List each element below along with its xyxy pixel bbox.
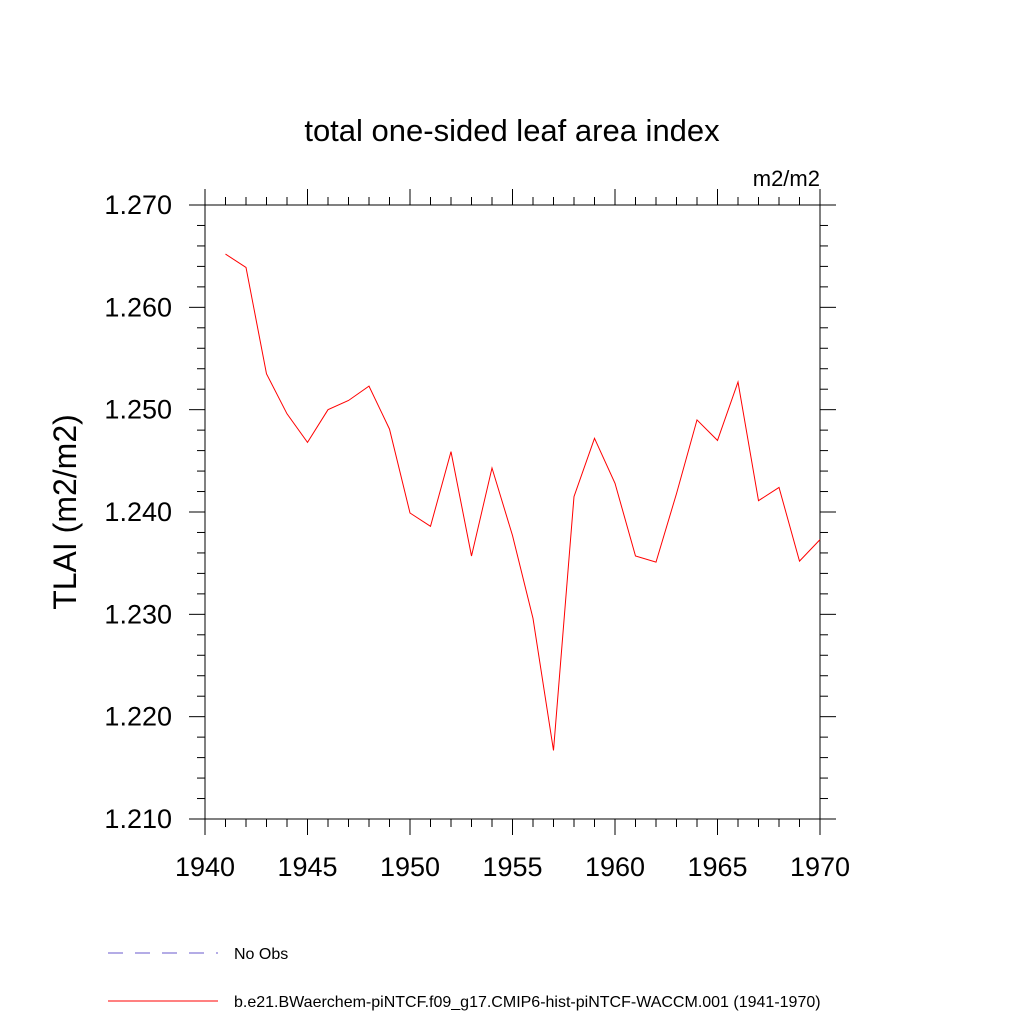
y-axis-label: TLAI (m2/m2) <box>47 414 83 610</box>
y-tick-label: 1.220 <box>104 702 172 732</box>
x-tick-label: 1965 <box>687 852 747 882</box>
y-tick-label: 1.270 <box>104 190 172 220</box>
y-tick-label: 1.230 <box>104 599 172 629</box>
y-tick-label: 1.260 <box>104 292 172 322</box>
x-tick-label: 1955 <box>482 852 542 882</box>
axis-ticks <box>189 189 836 835</box>
x-tick-label: 1960 <box>585 852 645 882</box>
x-tick-label: 1945 <box>277 852 337 882</box>
x-tick-label: 1940 <box>175 852 235 882</box>
series-line <box>225 253 821 751</box>
y-tick-label: 1.210 <box>104 804 172 834</box>
chart-title: total one-sided leaf area index <box>304 113 720 148</box>
legend-label-run: b.e21.BWaerchem-piNTCF.f09_g17.CMIP6-his… <box>234 994 821 1011</box>
units-label: m2/m2 <box>753 166 820 191</box>
x-tick-label: 1950 <box>380 852 440 882</box>
legend-label-no-obs: No Obs <box>234 946 288 963</box>
y-tick-label: 1.240 <box>104 497 172 527</box>
y-tick-label: 1.250 <box>104 395 172 425</box>
legend: No Obs b.e21.BWaerchem-piNTCF.f09_g17.CM… <box>108 946 821 1011</box>
x-tick-labels: 1940 1945 1950 1955 1960 1965 1970 <box>175 852 850 882</box>
plot-frame <box>204 204 821 820</box>
x-tick-label: 1970 <box>790 852 850 882</box>
y-tick-labels: 1.210 1.220 1.230 1.240 1.250 1.260 1.270 <box>104 190 172 834</box>
series-layer <box>225 253 821 751</box>
